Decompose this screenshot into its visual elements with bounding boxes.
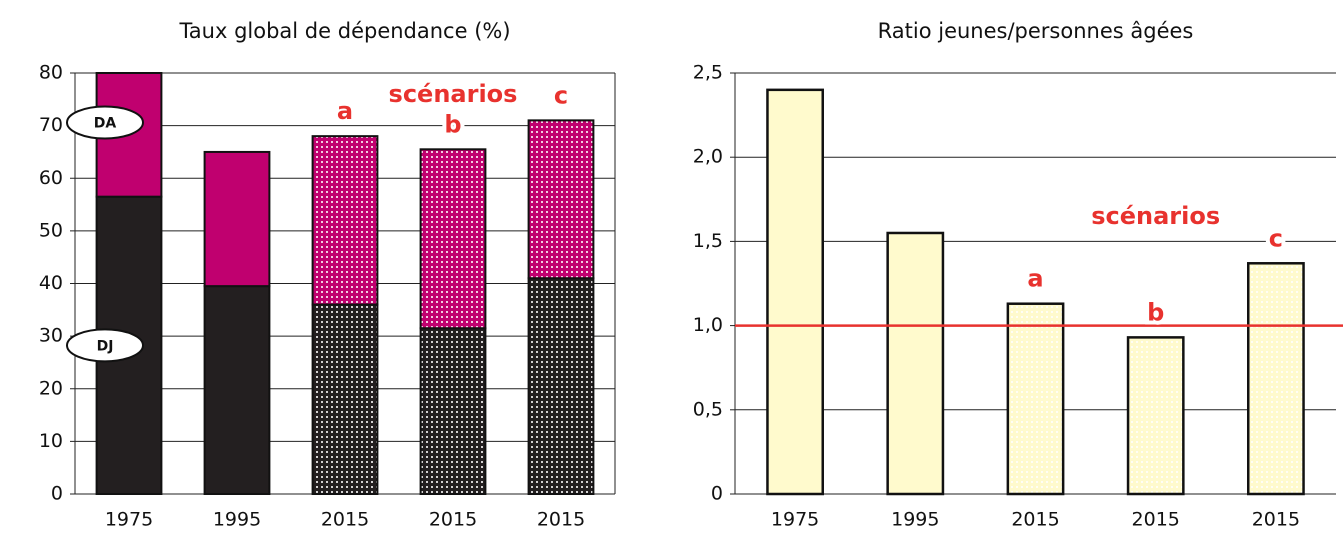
bar-segment <box>311 303 379 495</box>
x-tick-label: 1995 <box>213 509 261 531</box>
legend-label: DA <box>94 115 117 131</box>
scenario-letter: a <box>1027 265 1043 293</box>
y-tick-label: 2,5 <box>693 62 723 84</box>
x-tick-label: 2015 <box>1132 509 1180 531</box>
bar <box>1247 262 1305 496</box>
x-tick-label: 1995 <box>891 509 939 531</box>
x-tick-label: 2015 <box>321 509 369 531</box>
bar-segment <box>311 135 379 306</box>
scenario-letter: c <box>554 81 568 109</box>
legend-label: DJ <box>97 338 114 354</box>
scenario-label: scénarios <box>389 80 518 108</box>
bar <box>1126 336 1185 496</box>
y-tick-label: 30 <box>39 325 63 347</box>
y-tick-label: 0,5 <box>693 398 723 420</box>
bar-segment <box>203 150 271 288</box>
y-tick-label: 80 <box>39 62 63 84</box>
bar <box>766 88 824 496</box>
legend-badge <box>66 105 144 140</box>
scenario-letter: b <box>1147 298 1164 326</box>
y-tick-label: 20 <box>39 377 63 399</box>
y-tick-label: 40 <box>39 272 63 294</box>
x-tick-label: 2015 <box>1252 509 1300 531</box>
bar-segment <box>419 148 487 330</box>
x-tick-label: 1975 <box>105 509 153 531</box>
x-tick-label: 2015 <box>1011 509 1059 531</box>
scenario-letter: b <box>444 110 461 138</box>
y-tick-label: 0 <box>711 483 723 505</box>
x-tick-label: 2015 <box>537 509 585 531</box>
y-tick-label: 10 <box>39 430 63 452</box>
chart-title: Taux global de dépendance (%) <box>178 19 510 43</box>
bar-segment <box>527 277 595 495</box>
y-tick-label: 1,5 <box>693 230 723 252</box>
y-tick-label: 2,0 <box>693 146 723 168</box>
legend-badge <box>66 328 144 363</box>
bar-segment <box>419 327 487 496</box>
bar <box>886 231 945 496</box>
y-tick-label: 50 <box>39 219 63 241</box>
y-tick-label: 60 <box>39 167 63 189</box>
y-tick-label: 0 <box>51 483 63 505</box>
bar <box>1006 302 1065 496</box>
bar-segment <box>203 285 271 495</box>
bar-segment <box>527 119 595 280</box>
x-tick-label: 2015 <box>429 509 477 531</box>
scenario-letter: a <box>337 97 353 125</box>
chart-title: Ratio jeunes/personnes âgées <box>878 19 1194 43</box>
y-tick-label: 1,0 <box>693 314 723 336</box>
scenario-letter: c <box>1269 224 1283 252</box>
scenario-label: scénarios <box>1091 202 1220 230</box>
x-tick-label: 1975 <box>771 509 819 531</box>
y-tick-label: 70 <box>39 114 63 136</box>
